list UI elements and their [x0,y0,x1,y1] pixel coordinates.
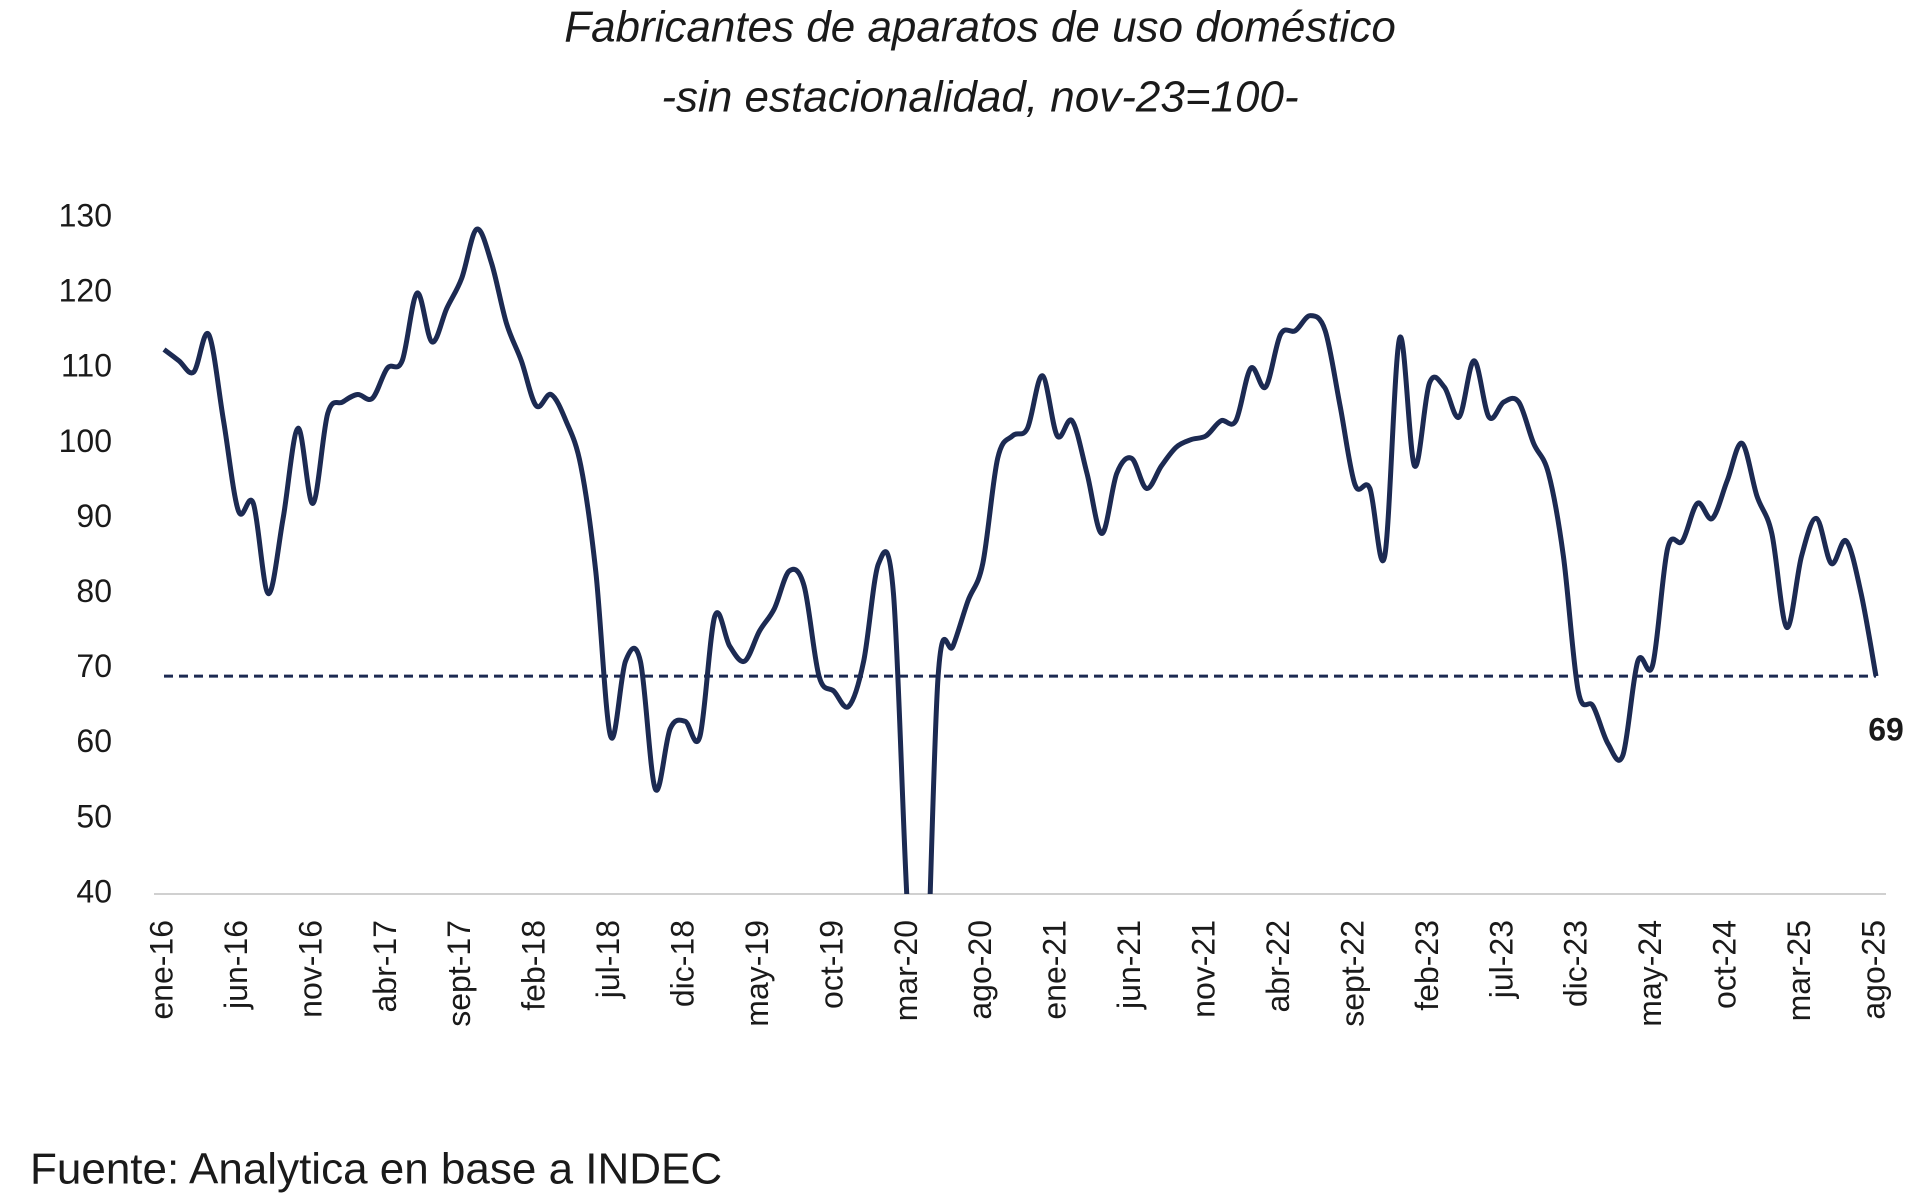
y-tick-label: 130 [59,197,112,233]
x-tick-label: jul-23 [1483,920,1519,999]
y-tick-label: 90 [76,498,112,534]
y-tick-label: 120 [59,273,112,309]
x-tick-label: jul-18 [590,920,626,999]
x-tick-label: sept-17 [441,920,477,1027]
x-tick-label: feb-23 [1409,920,1445,1011]
y-tick-label: 40 [76,873,112,909]
y-tick-label: 50 [76,798,112,834]
chart-title: Fabricantes de aparatos de uso doméstico [564,3,1396,52]
y-tick-label: 70 [76,648,112,684]
x-tick-label: abr-17 [367,920,403,1013]
x-tick-label: may-24 [1632,920,1668,1027]
y-tick-label: 80 [76,573,112,609]
x-tick-label: nov-21 [1186,920,1222,1018]
x-tick-label: mar-20 [888,920,924,1021]
x-tick-label: sept-22 [1334,920,1370,1027]
y-tick-label: 110 [61,348,112,384]
x-tick-label: ene-21 [1037,920,1073,1020]
chart-subtitle: -sin estacionalidad, nov-23=100- [661,73,1298,122]
x-tick-label: abr-22 [1260,920,1296,1013]
y-tick-label: 100 [59,423,112,459]
source-note: Fuente: Analytica en base a INDEC [30,1145,722,1194]
x-tick-label: dic-18 [664,920,700,1007]
x-tick-label: dic-23 [1558,920,1594,1007]
x-tick-label: ago-25 [1855,920,1891,1020]
x-tick-label: jun-16 [218,920,254,1010]
x-tick-label: feb-18 [516,920,552,1011]
x-tick-label: oct-24 [1707,920,1743,1009]
x-tick-label: nov-16 [292,920,328,1018]
x-tick-label: oct-19 [813,920,849,1009]
x-tick-label: ene-16 [143,920,179,1020]
x-tick-label: mar-25 [1781,920,1817,1021]
x-tick-label: may-19 [739,920,775,1027]
x-tick-label: ago-20 [962,920,998,1020]
y-tick-label: 60 [76,723,112,759]
x-tick-label: jun-21 [1111,920,1147,1010]
reference-label: 69 [1868,712,1904,748]
data-line [162,226,1879,894]
